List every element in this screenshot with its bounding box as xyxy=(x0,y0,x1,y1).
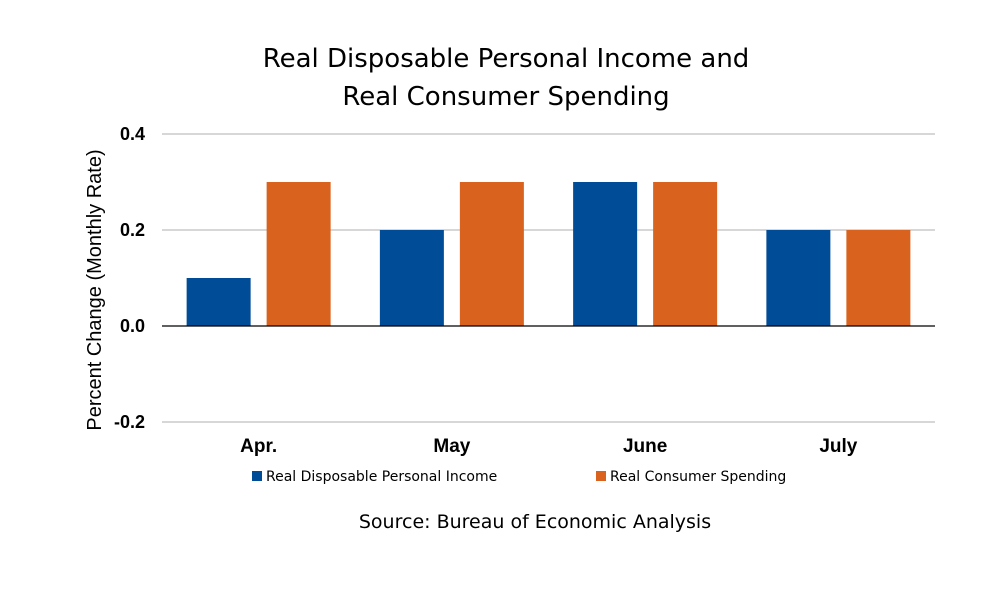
bars xyxy=(186,182,911,326)
y-axis-label: Percent Change (Monthly Rate) xyxy=(84,149,106,430)
bar-income-0 xyxy=(186,278,251,326)
chart-title-line-2: Real Consumer Spending xyxy=(342,82,669,112)
bar-spending-3 xyxy=(846,230,911,326)
y-tick-label: 0.0 xyxy=(120,316,145,336)
bar-spending-1 xyxy=(459,182,524,326)
source-note: Source: Bureau of Economic Analysis xyxy=(359,511,711,533)
y-tick-label: 0.2 xyxy=(120,220,145,240)
chart-title: Real Disposable Personal Income and Real… xyxy=(263,44,750,112)
legend-swatch xyxy=(596,471,606,481)
legend-label: Real Disposable Personal Income xyxy=(266,469,497,485)
legend-label: Real Consumer Spending xyxy=(610,469,786,485)
legend: Real Disposable Personal Income Real Cons… xyxy=(252,469,786,485)
bar-income-1 xyxy=(379,230,444,326)
y-axis-ticks: -0.2 0.0 0.2 0.4 xyxy=(114,124,145,432)
x-tick-label: May xyxy=(433,436,470,457)
x-tick-label: June xyxy=(623,436,667,457)
y-tick-label: 0.4 xyxy=(120,124,145,144)
chart-title-line-1: Real Disposable Personal Income and xyxy=(263,44,750,74)
bar-spending-0 xyxy=(266,182,331,326)
bar-income-3 xyxy=(766,230,831,326)
bar-income-2 xyxy=(573,182,638,326)
x-tick-label: Apr. xyxy=(240,436,277,457)
x-axis-ticks: Apr. May June July xyxy=(240,436,858,457)
bar-spending-2 xyxy=(653,182,718,326)
x-tick-label: July xyxy=(819,436,857,457)
legend-swatch xyxy=(252,471,262,481)
y-tick-label: -0.2 xyxy=(114,412,145,432)
